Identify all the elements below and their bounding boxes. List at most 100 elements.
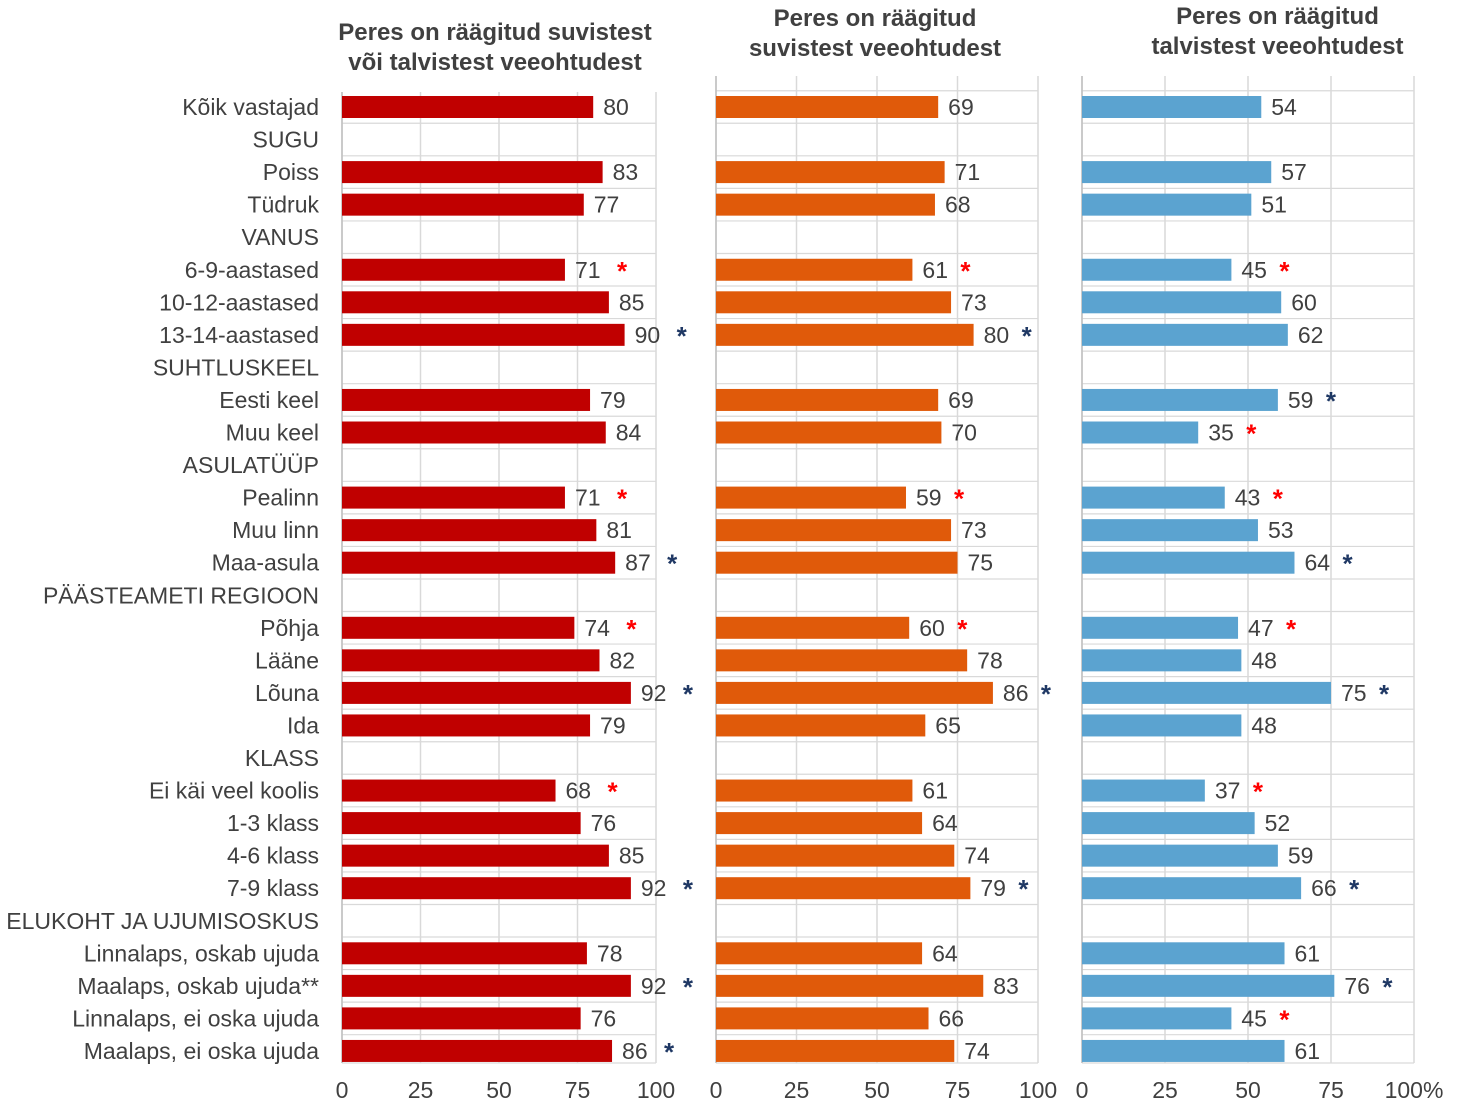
bar-p0-tudruk bbox=[342, 193, 584, 216]
data-label-p0-muu-keel: 84 bbox=[616, 420, 642, 446]
significance-marker-p1-pealinn: * bbox=[954, 484, 965, 514]
category-label-maa-asula: Maa-asula bbox=[212, 550, 320, 576]
data-label-p1-louna: 86 bbox=[1003, 680, 1029, 706]
data-label-p1-pealinn: 59 bbox=[916, 485, 942, 511]
data-label-p2-maalaps-ei-oska-ujuda: 61 bbox=[1295, 1038, 1321, 1064]
data-label-p1-ida: 65 bbox=[935, 712, 961, 738]
tick-label-p0-2: 50 bbox=[486, 1077, 512, 1103]
category-label-laane: Lääne bbox=[255, 647, 319, 673]
category-label-pohja: Põhja bbox=[260, 615, 319, 641]
tick-label-p1-0: 0 bbox=[710, 1077, 723, 1103]
data-label-p0-pohja: 74 bbox=[584, 615, 610, 641]
data-label-p1-10-12-aastased: 73 bbox=[961, 289, 987, 315]
category-label-koik-vastajad: Kõik vastajad bbox=[182, 94, 319, 120]
category-label-muu-linn: Muu linn bbox=[232, 517, 319, 543]
significance-marker-p1-louna: * bbox=[1041, 679, 1052, 709]
category-label-suhtluskeel: SUHTLUSKEEL bbox=[153, 354, 319, 380]
data-label-p1-4-6-klass: 74 bbox=[964, 843, 990, 869]
bar-p1-13-14-aastased bbox=[716, 323, 974, 346]
bar-p2-4-6-klass bbox=[1082, 844, 1278, 867]
significance-marker-p2-maalaps-oskab-ujuda: * bbox=[1382, 972, 1393, 1002]
bar-p0-maa-asula bbox=[342, 551, 616, 574]
bar-p1-muu-keel bbox=[716, 421, 942, 444]
bar-p1-4-6-klass bbox=[716, 844, 955, 867]
significance-marker-p2-pealinn: * bbox=[1273, 484, 1284, 514]
category-label-4-6-klass: 4-6 klass bbox=[227, 843, 319, 869]
category-label-7-9-klass: 7-9 klass bbox=[227, 875, 319, 901]
data-label-p0-koik-vastajad: 80 bbox=[603, 94, 629, 120]
data-label-p2-poiss: 57 bbox=[1281, 159, 1307, 185]
bar-p2-1-3-klass bbox=[1082, 812, 1255, 835]
data-label-p2-ei-kai-veel-koolis: 37 bbox=[1215, 778, 1241, 804]
significance-marker-p2-muu-keel: * bbox=[1246, 419, 1257, 449]
bar-p2-eesti-keel bbox=[1082, 388, 1278, 411]
category-label-klass: KLASS bbox=[245, 745, 319, 771]
panel-title-summer: Peres on räägitud suvistest veeohtudest bbox=[748, 5, 1002, 62]
data-label-p2-maa-asula: 64 bbox=[1304, 550, 1330, 576]
category-label-louna: Lõuna bbox=[255, 680, 319, 706]
significance-marker-p0-6-9-aastased: * bbox=[617, 256, 628, 286]
bar-p0-muu-linn bbox=[342, 519, 597, 542]
data-label-p2-linnalaps-ei-oska-ujuda: 45 bbox=[1241, 1005, 1267, 1031]
data-label-p1-linnalaps-oskab-ujuda: 64 bbox=[932, 940, 958, 966]
tick-label-p2-1: 25 bbox=[1152, 1077, 1178, 1103]
panel-title-either: Peres on räägitud suvistest või talviste… bbox=[338, 19, 652, 76]
data-label-p2-13-14-aastased: 62 bbox=[1298, 322, 1324, 348]
bar-p0-linnalaps-oskab-ujuda bbox=[342, 942, 587, 965]
data-label-p0-maalaps-ei-oska-ujuda: 86 bbox=[622, 1038, 648, 1064]
data-label-p1-koik-vastajad: 69 bbox=[948, 94, 974, 120]
bar-p1-louna bbox=[716, 681, 993, 704]
bar-p1-maalaps-ei-oska-ujuda bbox=[716, 1039, 955, 1062]
bar-p0-koik-vastajad bbox=[342, 96, 594, 118]
data-label-p0-ida: 79 bbox=[600, 712, 626, 738]
significance-marker-p2-eesti-keel: * bbox=[1326, 386, 1337, 416]
bar-p2-muu-linn bbox=[1082, 519, 1258, 542]
bar-p2-ei-kai-veel-koolis bbox=[1082, 779, 1205, 802]
bar-p2-13-14-aastased bbox=[1082, 323, 1288, 346]
category-label-paasteameti-regioon: PÄÄSTEAMETI REGIOON bbox=[43, 582, 319, 608]
bar-p0-linnalaps-ei-oska-ujuda bbox=[342, 1007, 581, 1030]
data-label-p0-4-6-klass: 85 bbox=[619, 843, 645, 869]
data-label-p2-laane: 48 bbox=[1251, 647, 1277, 673]
significance-marker-p0-louna: * bbox=[683, 679, 694, 709]
bar-p2-louna bbox=[1082, 681, 1331, 704]
bar-p1-1-3-klass bbox=[716, 812, 923, 835]
data-label-p1-pohja: 60 bbox=[919, 615, 945, 641]
data-label-p1-tudruk: 68 bbox=[945, 192, 971, 218]
significance-marker-p1-13-14-aastased: * bbox=[1022, 321, 1033, 351]
data-label-p0-eesti-keel: 79 bbox=[600, 387, 626, 413]
significance-marker-p1-7-9-klass: * bbox=[1018, 874, 1029, 904]
bar-p1-muu-linn bbox=[716, 519, 952, 542]
category-label-maalaps-oskab-ujuda: Maalaps, oskab ujuda** bbox=[77, 973, 319, 999]
data-label-p1-linnalaps-ei-oska-ujuda: 66 bbox=[939, 1005, 965, 1031]
tick-label-p1-3: 75 bbox=[945, 1077, 971, 1103]
data-label-p0-linnalaps-oskab-ujuda: 78 bbox=[597, 940, 623, 966]
significance-marker-p2-louna: * bbox=[1379, 679, 1390, 709]
data-label-p0-10-12-aastased: 85 bbox=[619, 289, 645, 315]
bar-p0-muu-keel bbox=[342, 421, 606, 444]
bar-p1-poiss bbox=[716, 161, 945, 184]
category-label-poiss: Poiss bbox=[263, 159, 319, 185]
category-label-tudruk: Tüdruk bbox=[247, 192, 319, 218]
data-label-p2-ida: 48 bbox=[1251, 712, 1277, 738]
significance-marker-p0-maalaps-oskab-ujuda: * bbox=[683, 972, 694, 1002]
bar-p2-linnalaps-ei-oska-ujuda bbox=[1082, 1007, 1232, 1030]
data-label-p1-maalaps-oskab-ujuda: 83 bbox=[993, 973, 1019, 999]
data-label-p0-tudruk: 77 bbox=[594, 192, 620, 218]
category-label-eesti-keel: Eesti keel bbox=[219, 387, 319, 413]
significance-marker-p2-linnalaps-ei-oska-ujuda: * bbox=[1279, 1004, 1290, 1034]
bar-p2-pohja bbox=[1082, 616, 1239, 639]
data-label-p1-1-3-klass: 64 bbox=[932, 810, 958, 836]
bar-p2-tudruk bbox=[1082, 193, 1252, 216]
data-label-p0-louna: 92 bbox=[641, 680, 667, 706]
bar-p1-laane bbox=[716, 649, 968, 672]
category-label-muu-keel: Muu keel bbox=[226, 420, 319, 446]
data-label-p0-maalaps-oskab-ujuda: 92 bbox=[641, 973, 667, 999]
bar-p1-7-9-klass bbox=[716, 877, 971, 900]
significance-marker-p0-13-14-aastased: * bbox=[677, 321, 688, 351]
data-label-p1-6-9-aastased: 61 bbox=[922, 257, 948, 283]
data-label-p0-6-9-aastased: 71 bbox=[575, 257, 601, 283]
data-label-p1-poiss: 71 bbox=[955, 159, 981, 185]
data-label-p2-7-9-klass: 66 bbox=[1311, 875, 1337, 901]
bar-p1-linnalaps-ei-oska-ujuda bbox=[716, 1007, 929, 1030]
